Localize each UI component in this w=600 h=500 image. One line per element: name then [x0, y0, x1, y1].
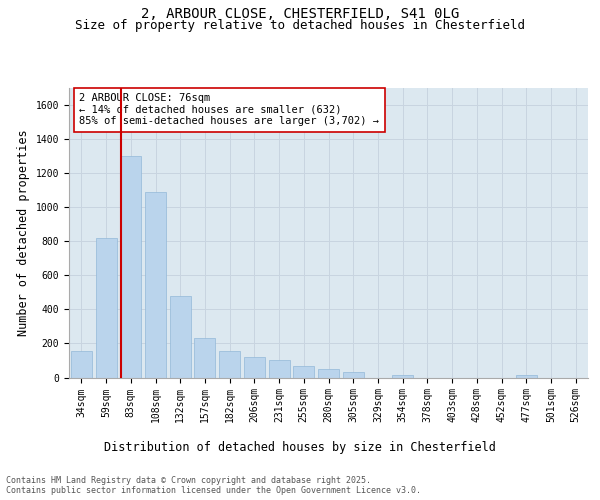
- Bar: [120, 156, 141, 378]
- Bar: [95, 238, 116, 378]
- Bar: [244, 357, 265, 378]
- Bar: [343, 372, 364, 378]
- Bar: [170, 296, 191, 378]
- Text: 2, ARBOUR CLOSE, CHESTERFIELD, S41 0LG: 2, ARBOUR CLOSE, CHESTERFIELD, S41 0LG: [141, 8, 459, 22]
- Bar: [71, 351, 92, 378]
- Text: Distribution of detached houses by size in Chesterfield: Distribution of detached houses by size …: [104, 441, 496, 454]
- Bar: [293, 366, 314, 378]
- Bar: [145, 192, 166, 378]
- Bar: [318, 369, 339, 378]
- Y-axis label: Number of detached properties: Number of detached properties: [17, 129, 30, 336]
- Bar: [392, 375, 413, 378]
- Bar: [269, 360, 290, 378]
- Text: Contains HM Land Registry data © Crown copyright and database right 2025.
Contai: Contains HM Land Registry data © Crown c…: [6, 476, 421, 495]
- Bar: [516, 375, 537, 378]
- Bar: [194, 338, 215, 378]
- Text: Size of property relative to detached houses in Chesterfield: Size of property relative to detached ho…: [75, 19, 525, 32]
- Text: 2 ARBOUR CLOSE: 76sqm
← 14% of detached houses are smaller (632)
85% of semi-det: 2 ARBOUR CLOSE: 76sqm ← 14% of detached …: [79, 94, 379, 126]
- Bar: [219, 351, 240, 378]
